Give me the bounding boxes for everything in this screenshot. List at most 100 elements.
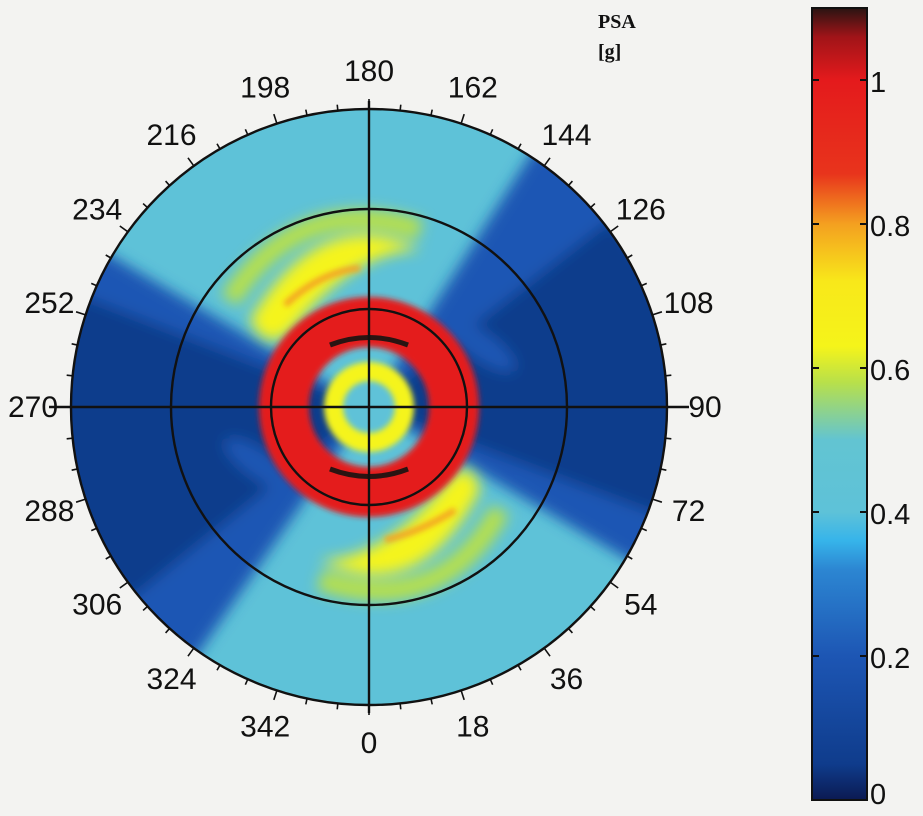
- angle-tick: [75, 311, 86, 316]
- angle-tick: [543, 157, 551, 167]
- angle-label: 324: [146, 663, 196, 696]
- highlight-north: [282, 265, 361, 308]
- arm-south: [320, 470, 480, 575]
- angle-tick: [626, 555, 633, 560]
- angle-tick: [164, 627, 171, 634]
- angle-tick: [71, 468, 78, 471]
- angle-tick: [460, 690, 465, 701]
- colorbar-title: PSA: [598, 11, 636, 33]
- angle-tick: [66, 437, 73, 440]
- axis-lines: [49, 101, 689, 713]
- angle-tick: [75, 498, 86, 503]
- angle-tick: [119, 581, 129, 589]
- angle-tick: [336, 104, 339, 111]
- colorbar-tick-label: 0.8: [870, 211, 910, 243]
- angle-tick: [652, 311, 663, 316]
- angle-tick: [567, 627, 574, 634]
- colorbar-tick-label: 0: [870, 779, 886, 811]
- angle-labels: 0 18 36 54 72 90 108 126 144 162 180 198 216 234 252 27…: [8, 55, 722, 760]
- angle-tick: [489, 128, 494, 136]
- angle-label: 36: [550, 663, 583, 696]
- highlight-south: [384, 507, 457, 543]
- angle-tick: [90, 282, 98, 287]
- colorbar-tick-label: 0.2: [870, 643, 910, 675]
- angle-tick: [336, 703, 339, 710]
- angle-tick: [543, 647, 551, 657]
- angle-label: 18: [456, 711, 489, 744]
- angle-tick: [665, 374, 672, 377]
- angle-tick: [216, 143, 221, 150]
- angle-tick: [216, 664, 221, 671]
- angle-label: 54: [624, 589, 657, 622]
- angle-label: 72: [672, 495, 705, 528]
- angle-tick: [187, 157, 195, 167]
- angle-label: 0: [361, 727, 378, 760]
- angle-tick: [142, 202, 149, 209]
- angle-tick: [105, 254, 112, 259]
- angle-label: 90: [688, 391, 721, 424]
- angle-tick: [517, 664, 522, 671]
- angle-tick: [652, 498, 663, 503]
- angle-tick: [71, 343, 78, 346]
- angle-tick: [164, 180, 171, 187]
- angle-tick: [430, 698, 433, 705]
- angle-label: 198: [240, 71, 290, 104]
- angle-tick: [609, 225, 619, 233]
- angle-tick: [489, 678, 494, 686]
- angle-tick: [517, 143, 522, 150]
- inner-blue-sw: [224, 438, 296, 492]
- angle-tick: [660, 343, 667, 346]
- angle-label: 126: [616, 194, 666, 227]
- colorbar-tick-label: 0.6: [870, 355, 910, 387]
- angle-tick: [142, 605, 149, 612]
- colorbar-unit: [g]: [598, 41, 621, 63]
- angle-tick: [626, 254, 633, 259]
- angle-tick: [119, 225, 129, 233]
- arm-north-edge: [221, 209, 424, 306]
- angle-label: 144: [541, 119, 591, 152]
- angle-tick: [609, 581, 619, 589]
- angle-label: 216: [146, 119, 196, 152]
- angle-tick: [305, 109, 308, 116]
- angle-tick: [430, 109, 433, 116]
- lobe-west-deep: [71, 290, 369, 600]
- outer-ticks: [61, 99, 677, 715]
- angle-tick: [105, 555, 112, 560]
- colorbar-ticks: 0 0.2 0.4 0.6 0.8 1: [812, 67, 910, 811]
- angle-tick: [305, 698, 308, 705]
- angle-tick: [399, 703, 402, 710]
- angle-label: 252: [24, 287, 74, 320]
- colorbar-tick-label: 1: [870, 67, 886, 99]
- spiral-arms: [221, 209, 509, 601]
- angle-tick: [567, 180, 574, 187]
- angle-label: 162: [448, 71, 498, 104]
- angle-tick: [273, 113, 278, 124]
- angle-label: 234: [72, 194, 122, 227]
- angle-tick: [66, 374, 73, 377]
- angle-tick: [187, 647, 195, 657]
- angle-label: 288: [24, 495, 74, 528]
- colorbar-tick-label: 0.4: [870, 499, 910, 531]
- colorbar-gradient: [811, 7, 868, 801]
- angle-tick: [589, 605, 596, 612]
- angle-tick: [589, 202, 596, 209]
- lobe-east-deep: [369, 220, 667, 520]
- colorbar: 0 0.2 0.4 0.6 0.8 1 PSA [g]: [598, 7, 910, 811]
- angle-label: 306: [72, 589, 122, 622]
- angle-label: 180: [344, 55, 394, 88]
- angle-tick: [660, 468, 667, 471]
- angle-tick: [640, 527, 648, 532]
- angle-label: 342: [240, 711, 290, 744]
- angle-tick: [244, 678, 249, 686]
- angle-tick: [640, 282, 648, 287]
- angle-tick: [399, 104, 402, 111]
- arm-north: [250, 235, 420, 340]
- angle-tick: [665, 437, 672, 440]
- angle-label: 108: [664, 287, 714, 320]
- angle-tick: [460, 113, 465, 124]
- angle-tick: [273, 690, 278, 701]
- angle-tick: [244, 128, 249, 136]
- angle-tick: [90, 527, 98, 532]
- inner-blue-ne: [444, 318, 516, 372]
